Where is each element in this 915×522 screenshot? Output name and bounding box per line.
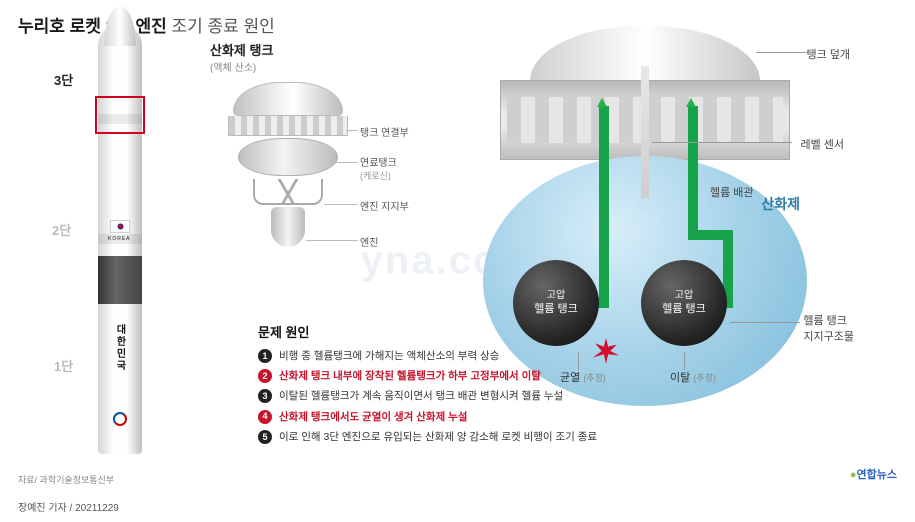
cause-item: 4 산화제 탱크에서도 균열이 생겨 산화제 누설 bbox=[258, 410, 648, 424]
leader-line bbox=[306, 240, 358, 241]
engine-truss bbox=[253, 179, 323, 205]
label-level-sensor: 레벨 센서 bbox=[800, 136, 844, 152]
cause-text: 비행 중 헬륨탱크에 가해지는 액체산소의 부력 상승 bbox=[279, 349, 499, 363]
cause-text: 산화제 탱크 내부에 장착된 헬륨탱크가 하부 고정부에서 이탈 bbox=[279, 369, 541, 383]
title-sub: 조기 종료 원인 bbox=[171, 17, 274, 36]
causes-title: 문제 원인 bbox=[258, 322, 648, 341]
label-helium-pipe: 헬륨 배관 bbox=[710, 184, 754, 200]
brand-watermark: ●연합뉴스 bbox=[850, 466, 897, 482]
leader-line bbox=[346, 130, 358, 131]
helium-pipe bbox=[688, 230, 728, 240]
cause-item: 2 산화제 탱크 내부에 장착된 헬륨탱크가 하부 고정부에서 이탈 bbox=[258, 369, 648, 383]
leader-line bbox=[684, 352, 685, 370]
pipe-arrow-icon bbox=[597, 98, 607, 107]
stage1-label: 1단 bbox=[54, 356, 73, 375]
label-engine: 엔진 bbox=[360, 234, 378, 249]
level-sensor bbox=[641, 66, 649, 206]
cause-text: 이로 인해 3단 엔진으로 유입되는 산화제 양 감소해 로켓 비행이 조기 종… bbox=[279, 430, 597, 444]
cause-number: 3 bbox=[258, 389, 272, 403]
leader-line bbox=[756, 52, 816, 53]
cause-number: 2 bbox=[258, 369, 272, 383]
interstage-dark bbox=[98, 256, 142, 304]
flag-icon bbox=[110, 220, 130, 233]
stage2-label: 2단 bbox=[52, 220, 71, 239]
fuel-tank bbox=[238, 138, 338, 176]
country-label: 대한민국 bbox=[112, 324, 127, 372]
leader-line bbox=[730, 322, 800, 323]
source-line: 자료/ 과학기술정보통신부 bbox=[18, 473, 114, 486]
label-detach: 이탈 (추정) bbox=[670, 372, 716, 385]
label-tank-joint: 탱크 연결부 bbox=[360, 124, 409, 139]
cause-text: 이탈된 헬륨탱크가 계속 움직이면서 탱크 배관 변형시켜 헬륨 누설 bbox=[279, 389, 563, 403]
cause-text: 산화제 탱크에서도 균열이 생겨 산화제 누설 bbox=[279, 410, 467, 424]
label-fuel-tank: 연료탱크 (케로신) bbox=[360, 154, 397, 182]
leader-line bbox=[324, 204, 358, 205]
stage3-label: 3단 bbox=[54, 70, 73, 89]
cause-number: 5 bbox=[258, 430, 272, 444]
leader-line bbox=[652, 142, 792, 143]
helium-pipe bbox=[599, 106, 609, 302]
band bbox=[98, 114, 142, 124]
cause-number: 4 bbox=[258, 410, 272, 424]
oxi-tank-heading: 산화제 탱크 (액체 산소) bbox=[210, 40, 390, 74]
byline: 장예진 기자 / 20211229 bbox=[18, 499, 119, 514]
label-engine-support: 엔진 지지부 bbox=[360, 198, 409, 213]
label-tank-cover: 탱크 덮개 bbox=[806, 46, 850, 62]
infographic-root: 누리호 로켓 3단 엔진 조기 종료 원인 yna.co.kr KOREA 대한… bbox=[0, 0, 915, 522]
engine-bell bbox=[271, 207, 305, 247]
oxi-sub: (액체 산소) bbox=[210, 59, 390, 74]
rocket-body: KOREA 대한민국 bbox=[98, 24, 142, 454]
causes-list: 문제 원인 1 비행 중 헬륨탱크에 가해지는 액체산소의 부력 상승 2 산화제 탱… bbox=[258, 322, 648, 450]
gov-logo-icon bbox=[113, 412, 127, 426]
oxi-title: 산화제 탱크 bbox=[210, 40, 390, 59]
cause-item: 3 이탈된 헬륨탱크가 계속 움직이면서 탱크 배관 변형시켜 헬륨 누설 bbox=[258, 389, 648, 403]
rocket-column: KOREA 대한민국 3단 2단 1단 bbox=[60, 24, 180, 484]
band bbox=[98, 234, 142, 244]
helium-tank-right: 고압 헬륨 탱크 bbox=[641, 260, 727, 346]
helium-pipe bbox=[688, 106, 698, 234]
label-oxidizer: 산화제 bbox=[761, 194, 800, 214]
label-he-support: 헬륨 탱크 지지구조물 bbox=[803, 312, 854, 344]
cause-rows: 1 비행 중 헬륨탱크에 가해지는 액체산소의 부력 상승 2 산화제 탱크 내부에 … bbox=[258, 349, 648, 444]
pipe-arrow-icon bbox=[686, 98, 696, 107]
cause-item: 1 비행 중 헬륨탱크에 가해지는 액체산소의 부력 상승 bbox=[258, 349, 648, 363]
oxi-tank-top bbox=[233, 82, 343, 116]
leader-line bbox=[330, 162, 358, 163]
cause-number: 1 bbox=[258, 349, 272, 363]
cause-item: 5 이로 인해 3단 엔진으로 유입되는 산화제 양 감소해 로켓 비행이 조기 … bbox=[258, 430, 648, 444]
stage3-assembly: 탱크 연결부 연료탱크 (케로신) 엔진 지지부 엔진 bbox=[228, 82, 348, 302]
tank-joint-ring bbox=[228, 116, 348, 136]
stage3-detail: 산화제 탱크 (액체 산소) 탱크 연결부 연료탱크 (케로신) 엔진 지지부 … bbox=[210, 40, 390, 320]
